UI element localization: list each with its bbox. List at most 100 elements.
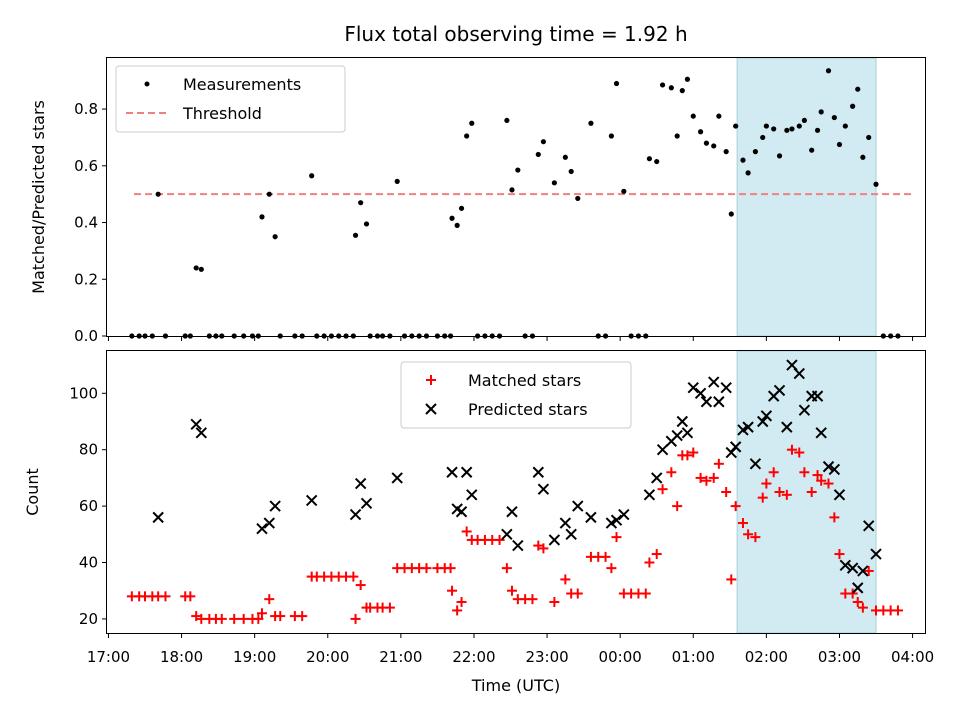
measurement-point: [809, 147, 815, 153]
y-tick-label: 0.0: [74, 327, 98, 345]
matched-point: [799, 467, 810, 478]
measurement-point: [723, 149, 729, 155]
x-axis-label: Time (UTC): [471, 676, 560, 695]
top-legend: Measurements Threshold: [115, 65, 346, 133]
bottom-panel: 20 40 60 80 100 17:00 18:00 19:00 20:00 21:00 22:…: [23, 350, 934, 695]
measurement-point: [836, 141, 843, 148]
measurement-point: [690, 113, 696, 119]
measurement-point: [454, 222, 460, 228]
matched-point: [834, 549, 845, 560]
predicted-point: [190, 418, 202, 431]
measurement-point: [818, 109, 824, 115]
measurement-points: [129, 68, 901, 339]
y-tick-label: 0.2: [74, 270, 98, 288]
top-axes-frame: [106, 57, 926, 337]
predicted-point: [354, 477, 367, 490]
predicted-point: [870, 548, 882, 560]
measurement-point: [608, 133, 614, 139]
top-panel: 0.00.20.40.60.8 Matched/Predicted stars …: [29, 57, 926, 345]
predicted-point: [694, 387, 707, 400]
x-tick-label: 21:00: [379, 648, 422, 666]
measurement-point: [842, 123, 848, 129]
predicted-point: [195, 427, 208, 439]
matched-point: [682, 450, 693, 461]
predicted-point: [532, 466, 545, 478]
matched-point: [461, 526, 472, 537]
x-tick-label: 00:00: [599, 648, 642, 666]
predicted-point: [256, 522, 268, 535]
measurement-point: [784, 127, 790, 133]
predicted-point: [811, 390, 824, 402]
measurement-point: [831, 114, 837, 121]
measurement-point: [697, 129, 704, 135]
matched-point: [538, 543, 549, 554]
matched-point: [275, 611, 286, 622]
measurement-point: [733, 123, 739, 129]
matched-point: [348, 571, 359, 582]
measurement-point: [352, 232, 359, 238]
predicted-point: [720, 381, 732, 394]
measurement-point: [358, 200, 364, 206]
matched-point: [737, 518, 748, 529]
measurement-point: [621, 188, 627, 194]
measurement-point: [763, 123, 769, 129]
matched-point: [781, 489, 792, 500]
matched-point: [560, 574, 571, 585]
predicted-point: [349, 508, 362, 521]
predicted-point: [687, 381, 699, 394]
predicted-points: [152, 359, 882, 594]
matched-point: [730, 501, 741, 512]
measurement-point: [568, 168, 574, 175]
measurement-point: [266, 191, 272, 197]
matched-point: [750, 532, 761, 543]
predicted-point: [846, 562, 859, 574]
measurement-point: [752, 149, 759, 155]
figure-title: Flux total observing time = 1.92 h: [344, 22, 687, 46]
matched-point: [501, 563, 512, 574]
measurement-point: [776, 153, 783, 159]
measurement-point: [309, 173, 315, 179]
measurement-point: [679, 88, 685, 94]
measurement-point: [394, 178, 400, 184]
measurement-point: [771, 126, 777, 132]
legend-frame: [400, 361, 632, 429]
predicted-point: [863, 520, 875, 532]
predicted-point: [269, 500, 281, 512]
predicted-point: [360, 497, 373, 509]
predicted-point: [651, 472, 663, 484]
measurement-point: [515, 167, 521, 173]
measurement-point: [674, 133, 680, 139]
predicted-point: [391, 472, 403, 484]
matched-point: [253, 613, 264, 624]
matched-point: [701, 475, 712, 486]
predicted-point: [585, 511, 597, 524]
measurement-point: [259, 214, 265, 220]
measurement-point: [850, 103, 856, 109]
measurement-point: [801, 117, 807, 124]
measurement-point: [449, 215, 455, 221]
y-tick-label: 60: [79, 497, 98, 515]
y-tick-label: 0.8: [74, 100, 98, 118]
y-tick-label: 0.6: [74, 157, 98, 175]
measurement-point: [562, 154, 568, 160]
measurement-point: [745, 170, 751, 176]
measurement-point: [711, 143, 717, 149]
legend-label-predicted: Predicted stars: [468, 400, 588, 419]
matched-point: [384, 602, 395, 613]
measurement-point: [504, 117, 510, 124]
measurement-point: [740, 157, 746, 163]
measurement-point: [575, 195, 581, 202]
predicted-point: [656, 443, 669, 456]
matched-point: [892, 605, 903, 616]
matched-point: [829, 512, 840, 523]
legend-marker-measurements: [144, 81, 150, 87]
measurement-point: [646, 156, 653, 162]
matched-point: [264, 594, 275, 605]
bottom-legend: Matched stars Predicted stars: [400, 361, 632, 429]
predicted-point: [559, 517, 572, 529]
matched-point: [549, 596, 560, 607]
legend-marker-matched: [426, 375, 436, 385]
matched-points: [126, 444, 903, 624]
matched-point: [506, 585, 517, 596]
y-tick-label: 80: [79, 441, 98, 459]
